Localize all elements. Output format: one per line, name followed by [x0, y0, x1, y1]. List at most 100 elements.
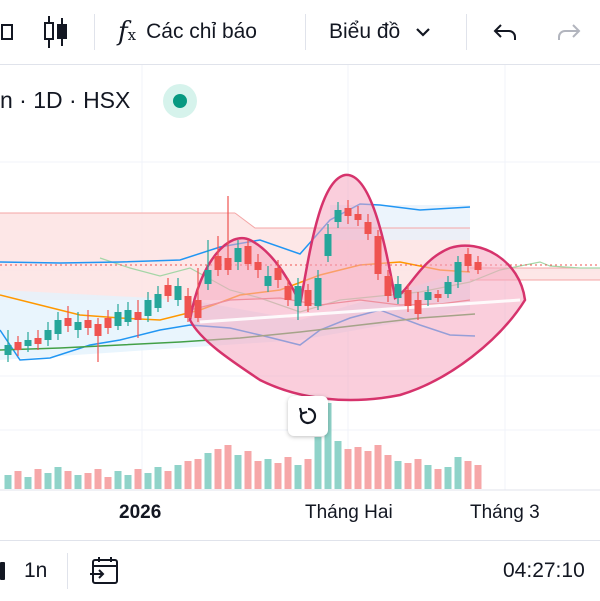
- candle-down: [434, 294, 442, 298]
- reset-chart-button[interactable]: [288, 396, 328, 436]
- calendar-goto-icon: [90, 557, 118, 584]
- candle-down: [414, 300, 422, 314]
- volume-bar: [14, 471, 22, 489]
- undo-button[interactable]: [492, 0, 518, 64]
- bollinger-upper: [0, 203, 471, 264]
- volume-bar: [404, 463, 412, 489]
- volume-bar: [114, 471, 122, 489]
- volume-bar: [134, 469, 142, 489]
- volume-bar: [164, 471, 172, 489]
- candle-up: [294, 286, 302, 306]
- bottom-divider: [67, 553, 68, 589]
- indicators-label: Các chỉ báo: [146, 20, 257, 43]
- volume-bar: [284, 457, 292, 489]
- volume-bar: [34, 469, 42, 489]
- top-toolbar: fx Các chỉ báo Biểu đồ: [0, 0, 600, 64]
- candle-down: [184, 296, 192, 318]
- volume-bar: [334, 441, 342, 489]
- volume-bar: [374, 445, 382, 489]
- candle-down: [404, 290, 412, 306]
- volume-bar: [464, 461, 472, 489]
- volume-bar: [44, 473, 52, 489]
- candle-down: [64, 318, 72, 326]
- candle-up: [424, 292, 432, 300]
- candle-up: [324, 234, 332, 256]
- candles-button[interactable]: [40, 0, 70, 64]
- candle-up: [124, 310, 132, 322]
- candle-down: [304, 290, 312, 306]
- candle-down: [244, 246, 252, 264]
- candle-down: [464, 254, 472, 266]
- reset-icon: [298, 407, 317, 425]
- volume-bar: [64, 471, 72, 489]
- cloud-top-line: [234, 212, 470, 229]
- candle-down: [474, 262, 482, 270]
- candle-up: [444, 282, 452, 294]
- market-status-indicator[interactable]: [163, 84, 197, 118]
- status-dot: [173, 94, 187, 108]
- candle-up: [144, 300, 152, 316]
- candle-down: [254, 262, 262, 270]
- volume-bar: [254, 461, 262, 489]
- volume-bar: [314, 437, 322, 489]
- candle-up: [4, 345, 12, 355]
- volume-bar: [154, 467, 162, 489]
- volume-bar: [234, 455, 242, 489]
- indicators-button[interactable]: fx Các chỉ báo: [118, 0, 257, 64]
- volume-bar: [174, 465, 182, 489]
- candle-down: [374, 236, 382, 274]
- clock-time: 04:27:10: [503, 559, 585, 582]
- candle-up: [44, 330, 52, 340]
- volume-bar: [24, 477, 32, 489]
- candle-down: [164, 285, 172, 296]
- candle-down: [364, 222, 372, 234]
- volume-bar: [344, 449, 352, 489]
- candlesticks: [4, 196, 482, 362]
- partial-range-button[interactable]: [0, 541, 5, 601]
- candle-up: [114, 312, 122, 326]
- candle-up: [264, 276, 272, 286]
- volume-bar: [324, 403, 332, 489]
- volume-bar: [264, 459, 272, 489]
- volume-bar: [364, 451, 372, 489]
- volume-bar: [454, 457, 462, 489]
- volume-bar: [204, 453, 212, 489]
- candle-down: [134, 312, 142, 320]
- candle-up: [394, 284, 402, 298]
- volume-bar: [274, 463, 282, 489]
- volume-bar: [94, 469, 102, 489]
- candle-down: [84, 320, 92, 328]
- partial-left-button[interactable]: [0, 0, 20, 64]
- candle-down: [94, 324, 102, 336]
- partial-range-icon: [0, 562, 5, 580]
- chart-type-dropdown[interactable]: Biểu đồ: [329, 0, 432, 64]
- toolbar-divider: [466, 14, 467, 50]
- chart-type-label: Biểu đồ: [329, 20, 401, 43]
- symbol-legend[interactable]: n · 1D · HSX: [0, 86, 131, 113]
- price-chart[interactable]: [0, 65, 600, 540]
- toolbar-divider: [305, 14, 306, 50]
- volume-bar: [384, 455, 392, 489]
- candle-up: [24, 340, 32, 346]
- x-axis-label-thang-hai: Tháng Hai: [305, 502, 393, 523]
- volume-bar: [244, 451, 252, 489]
- volume-bar: [4, 475, 12, 489]
- volume-bar: [54, 467, 62, 489]
- candle-up: [174, 286, 182, 300]
- volume-bar: [144, 473, 152, 489]
- candle-down: [194, 300, 202, 318]
- candle-up: [154, 294, 162, 308]
- volume-bar: [444, 467, 452, 489]
- volume-bar: [184, 461, 192, 489]
- range-1y-button[interactable]: 1n: [24, 559, 48, 582]
- volume-bar: [304, 459, 312, 489]
- candle-down: [344, 208, 352, 216]
- volume-bar: [84, 473, 92, 489]
- volume-bar: [434, 469, 442, 489]
- candle-down: [284, 286, 292, 300]
- candlestick-icon: [44, 16, 67, 48]
- volume-bar: [394, 461, 402, 489]
- head-shoulders-pattern: [188, 173, 527, 402]
- go-to-date-button[interactable]: [88, 541, 122, 601]
- redo-button[interactable]: [556, 0, 582, 64]
